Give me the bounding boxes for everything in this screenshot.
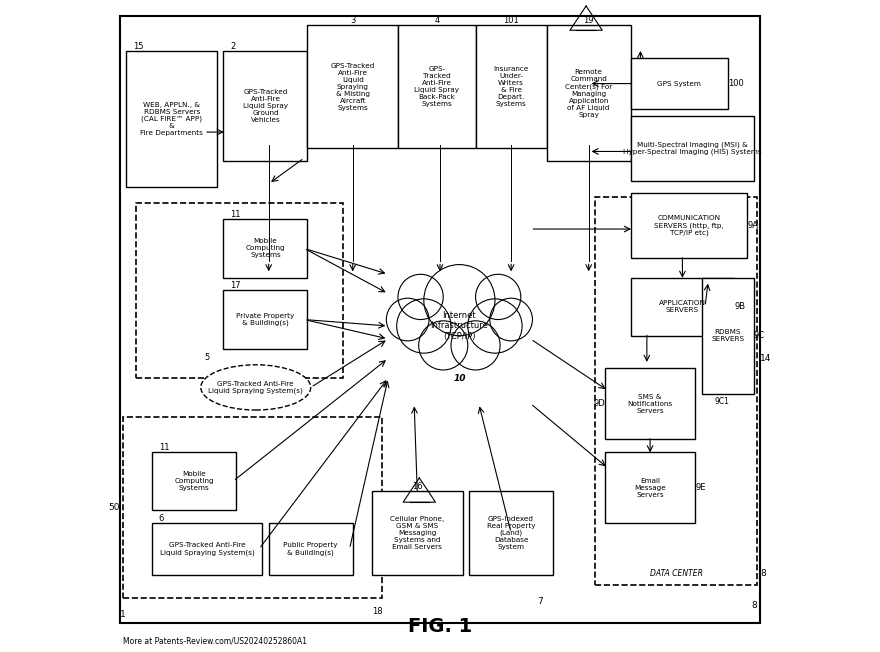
FancyBboxPatch shape <box>152 452 237 511</box>
Text: GPS-Tracked Anti-Fire
Liquid Spraying System(s): GPS-Tracked Anti-Fire Liquid Spraying Sy… <box>160 542 254 556</box>
FancyBboxPatch shape <box>631 194 747 258</box>
FancyBboxPatch shape <box>631 278 734 336</box>
Circle shape <box>424 265 495 336</box>
Text: 100: 100 <box>728 79 744 88</box>
FancyBboxPatch shape <box>224 290 307 349</box>
Text: Email
Message
Servers: Email Message Servers <box>634 478 666 497</box>
FancyBboxPatch shape <box>605 368 695 439</box>
Text: Remote
Command
Center(s) For
Managing
Application
of AF Liquid
Spray: Remote Command Center(s) For Managing Ap… <box>565 69 612 117</box>
Text: Internet
Infrastructure
(TCP/IP): Internet Infrastructure (TCP/IP) <box>430 311 488 341</box>
FancyBboxPatch shape <box>120 16 760 623</box>
Text: 1: 1 <box>120 610 126 619</box>
Circle shape <box>419 321 468 370</box>
Text: 16: 16 <box>412 482 422 491</box>
Text: 9C1: 9C1 <box>715 396 730 406</box>
FancyBboxPatch shape <box>475 25 546 148</box>
FancyBboxPatch shape <box>469 491 554 575</box>
Text: 3: 3 <box>350 16 356 25</box>
Text: 9D: 9D <box>593 399 605 408</box>
Circle shape <box>397 299 451 353</box>
Text: 4: 4 <box>434 16 439 25</box>
Text: 2: 2 <box>230 42 235 52</box>
Text: Mobile
Computing
Systems: Mobile Computing Systems <box>246 239 285 258</box>
Text: GPS System: GPS System <box>657 81 701 87</box>
Text: APPLICATION
SERVERS: APPLICATION SERVERS <box>659 300 706 313</box>
Text: FIG. 1: FIG. 1 <box>407 617 473 636</box>
FancyBboxPatch shape <box>127 52 217 187</box>
Circle shape <box>475 274 521 319</box>
Text: DATA CENTER: DATA CENTER <box>649 569 702 578</box>
FancyBboxPatch shape <box>631 58 728 110</box>
Text: 17: 17 <box>230 282 240 290</box>
FancyBboxPatch shape <box>605 452 695 523</box>
Text: 5: 5 <box>204 353 209 362</box>
Text: More at Patents-Review.com/US20240252860A1: More at Patents-Review.com/US20240252860… <box>123 637 307 646</box>
Text: 11: 11 <box>158 443 169 452</box>
Text: 19: 19 <box>583 16 594 25</box>
Text: Public Property
& Building(s): Public Property & Building(s) <box>283 542 338 556</box>
Circle shape <box>386 298 429 341</box>
Text: 7: 7 <box>537 597 543 606</box>
Ellipse shape <box>201 364 311 410</box>
Text: 14: 14 <box>760 354 772 363</box>
FancyBboxPatch shape <box>152 523 262 575</box>
Text: 6: 6 <box>158 514 165 523</box>
Text: 101: 101 <box>503 16 519 25</box>
Text: 50: 50 <box>108 503 120 512</box>
Text: SMS &
Notifications
Servers: SMS & Notifications Servers <box>627 394 672 413</box>
Text: Insurance
Under-
Writers
& Fire
Depart.
Systems: Insurance Under- Writers & Fire Depart. … <box>494 67 529 108</box>
Text: Private Property
& Building(s): Private Property & Building(s) <box>237 313 295 326</box>
FancyBboxPatch shape <box>224 52 307 161</box>
Text: 9A: 9A <box>747 221 758 230</box>
FancyBboxPatch shape <box>631 116 753 181</box>
Text: COMMUNICATION
SERVERS (http, ftp,
TCP/IP etc): COMMUNICATION SERVERS (http, ftp, TCP/IP… <box>654 215 723 236</box>
Text: GPS-Tracked
Anti-Fire
Liquid Spray
Ground
Vehicles: GPS-Tracked Anti-Fire Liquid Spray Groun… <box>243 89 288 123</box>
FancyBboxPatch shape <box>224 219 307 278</box>
FancyBboxPatch shape <box>372 491 463 575</box>
Text: 11: 11 <box>230 211 240 219</box>
FancyBboxPatch shape <box>702 278 753 394</box>
Circle shape <box>490 298 532 341</box>
FancyBboxPatch shape <box>268 523 353 575</box>
FancyBboxPatch shape <box>546 25 631 161</box>
Circle shape <box>398 274 444 319</box>
Text: Mobile
Computing
Systems: Mobile Computing Systems <box>174 471 214 491</box>
Text: Cellular Phone,
GSM & SMS
Messaging
Systems and
Email Servers: Cellular Phone, GSM & SMS Messaging Syst… <box>390 516 444 550</box>
Text: 9B: 9B <box>734 302 745 311</box>
Text: GPS-Tracked Anti-Fire
Liquid Spraying System(s): GPS-Tracked Anti-Fire Liquid Spraying Sy… <box>209 381 303 394</box>
Text: Multi-Spectral Imaging (MSI) &
Hyper-Spectral Imaging (HIS) Systems: Multi-Spectral Imaging (MSI) & Hyper-Spe… <box>623 141 761 155</box>
FancyBboxPatch shape <box>307 25 398 148</box>
Text: WEB, APPLN., &
RDBMS Servers
(CAL FIRE™ APP)
&
Fire Departments: WEB, APPLN., & RDBMS Servers (CAL FIRE™ … <box>140 102 203 136</box>
FancyBboxPatch shape <box>398 25 475 148</box>
Text: GPS-Indexed
Real Property
(Land)
Database
System: GPS-Indexed Real Property (Land) Databas… <box>487 516 535 550</box>
Text: 15: 15 <box>133 42 143 52</box>
Text: 8: 8 <box>760 569 766 578</box>
Text: 18: 18 <box>372 606 383 615</box>
Text: 9E: 9E <box>695 483 706 492</box>
Text: GPS-
Tracked
Anti-Fire
Liquid Spray
Back-Pack
Systems: GPS- Tracked Anti-Fire Liquid Spray Back… <box>414 67 459 108</box>
Text: 9C: 9C <box>753 331 765 340</box>
Text: RDBMS
SERVERS: RDBMS SERVERS <box>711 329 744 342</box>
Text: 10: 10 <box>453 374 466 383</box>
Circle shape <box>451 321 500 370</box>
Text: 8: 8 <box>751 601 757 610</box>
Text: GPS-Tracked
Anti-Fire
Liquid
Spraying
& Misting
Aircraft
Systems: GPS-Tracked Anti-Fire Liquid Spraying & … <box>331 63 375 111</box>
FancyBboxPatch shape <box>595 197 757 585</box>
Circle shape <box>468 299 522 353</box>
